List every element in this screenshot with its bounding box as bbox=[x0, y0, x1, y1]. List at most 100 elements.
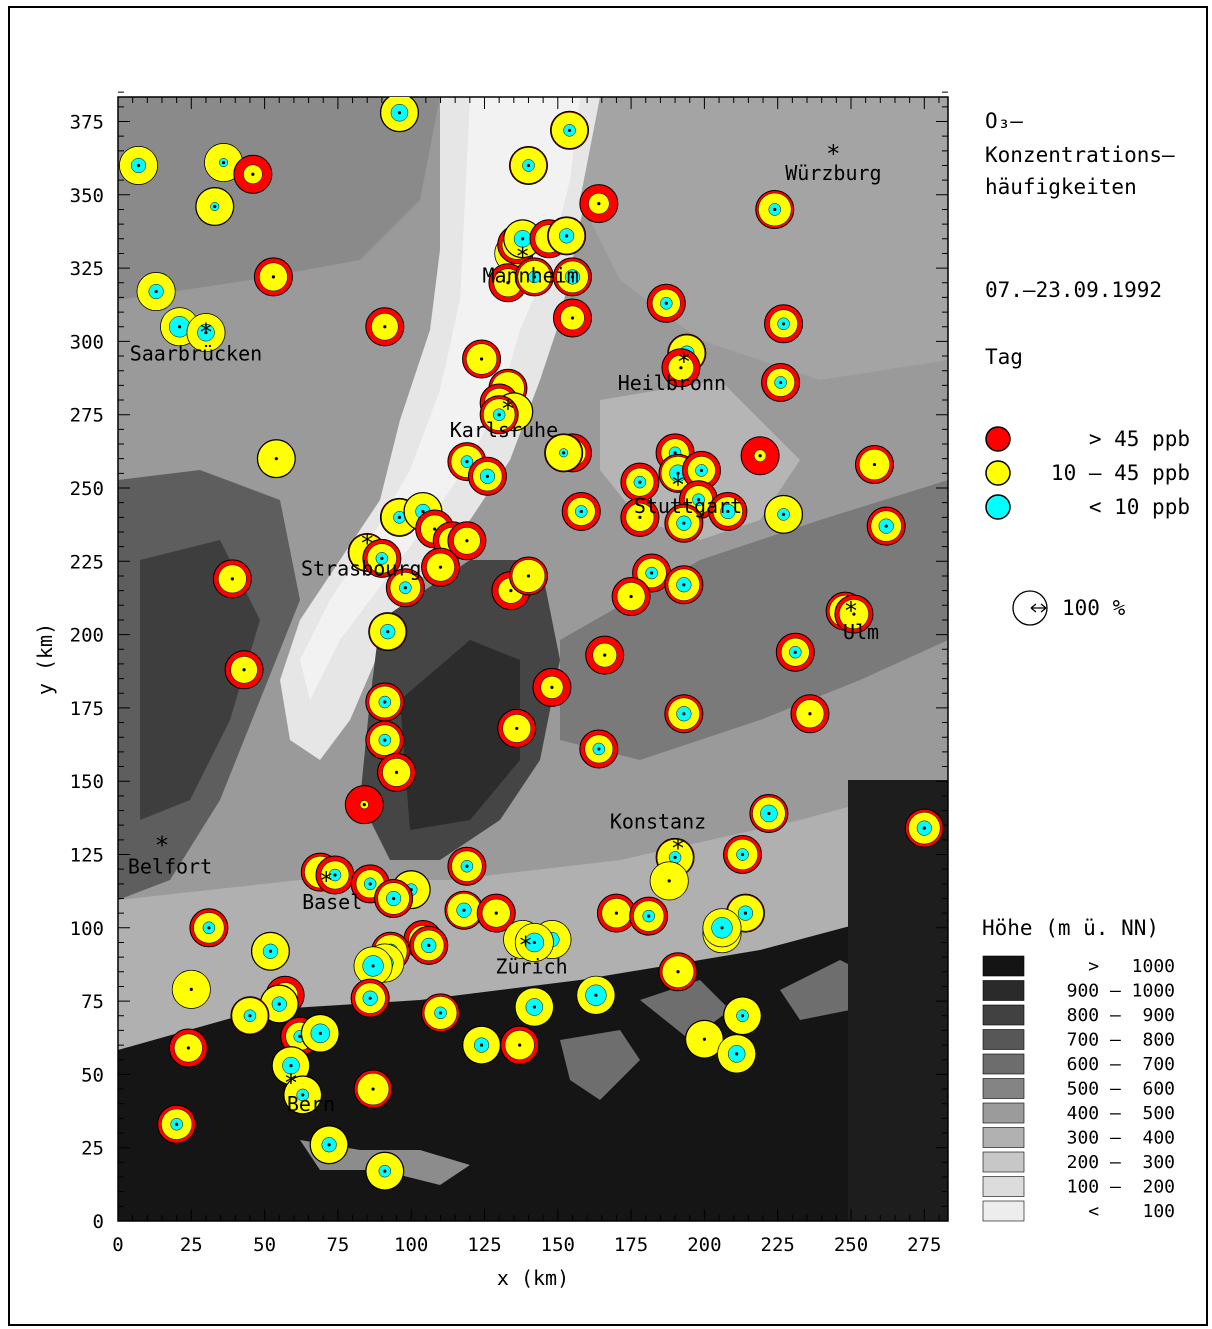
station-dot bbox=[629, 594, 633, 599]
station-dot bbox=[884, 524, 888, 528]
height-legend: > 1000 900 – 1000 800 – 900 700 – 800 600 – … bbox=[982, 955, 1175, 1222]
station-dot bbox=[740, 1014, 745, 1018]
station-marker bbox=[755, 189, 795, 229]
station-marker bbox=[508, 145, 548, 185]
height-class-label: 600 – 700 bbox=[1067, 1054, 1175, 1075]
station-marker bbox=[186, 313, 226, 353]
height-class-label: 200 – 300 bbox=[1067, 1152, 1175, 1173]
city-label: Basel bbox=[302, 890, 362, 914]
y-tick-label: 50 bbox=[81, 1064, 104, 1086]
station-dot bbox=[177, 325, 182, 329]
station-dot bbox=[175, 1122, 179, 1126]
station-dot bbox=[207, 926, 211, 930]
station-marker bbox=[764, 304, 804, 344]
height-class-label: 300 – 400 bbox=[1067, 1128, 1175, 1149]
station-dot bbox=[268, 949, 273, 953]
city-label: Bern bbox=[287, 1092, 335, 1116]
station-marker bbox=[365, 1151, 405, 1191]
height-class-label: 700 – 800 bbox=[1067, 1030, 1175, 1051]
station-marker bbox=[500, 1025, 540, 1065]
x-tick-label: 125 bbox=[467, 1234, 501, 1256]
axis-ticks bbox=[117, 91, 948, 1222]
height-class-label: 100 – 200 bbox=[1067, 1177, 1175, 1198]
station-marker bbox=[514, 987, 554, 1027]
station-marker bbox=[702, 908, 742, 948]
y-axis-label: y (km) bbox=[33, 623, 57, 695]
city-asterisk-icon: * bbox=[518, 931, 532, 959]
station-marker bbox=[904, 808, 944, 848]
station-dot bbox=[597, 201, 601, 206]
y-tick-label: 300 bbox=[70, 331, 104, 353]
city-marker: *Würzburg bbox=[785, 140, 881, 185]
city-asterisk-icon: * bbox=[319, 867, 333, 895]
station-marker bbox=[368, 612, 408, 652]
city-asterisk-icon: * bbox=[844, 597, 858, 625]
station-marker bbox=[204, 143, 244, 183]
station-marker bbox=[514, 257, 554, 297]
station-dot bbox=[521, 237, 525, 241]
station-marker bbox=[344, 785, 384, 825]
station-marker bbox=[620, 497, 660, 537]
height-class-swatch bbox=[982, 955, 1025, 977]
station-dot bbox=[781, 512, 786, 516]
station-dot bbox=[204, 331, 208, 335]
height-class-swatch bbox=[982, 1200, 1025, 1222]
station-marker bbox=[649, 861, 689, 901]
station-dot bbox=[743, 911, 748, 915]
station-marker bbox=[664, 565, 704, 605]
map-legend: O₃– Konzentrations– häufigkeiten 07.–23.… bbox=[982, 109, 1190, 1222]
city-label: Zürich bbox=[495, 954, 567, 978]
y-tick-label: 0 bbox=[93, 1211, 104, 1233]
station-dot bbox=[579, 509, 583, 514]
x-tick-label: 150 bbox=[541, 1234, 575, 1256]
station-marker bbox=[315, 855, 355, 895]
station-marker bbox=[497, 708, 537, 748]
y-tick-label: 100 bbox=[70, 918, 104, 940]
station-dot bbox=[465, 539, 469, 543]
daytime-label: Tag bbox=[985, 345, 1023, 369]
station-marker bbox=[362, 538, 402, 578]
station-marker bbox=[775, 632, 815, 672]
station-dot bbox=[318, 1031, 322, 1035]
station-marker bbox=[421, 547, 461, 587]
station-marker bbox=[230, 996, 270, 1036]
station-marker bbox=[365, 682, 405, 722]
city-marker: *Basel bbox=[302, 867, 362, 914]
city-marker: *Zürich bbox=[495, 931, 567, 978]
station-dot bbox=[682, 521, 686, 525]
station-dot bbox=[427, 943, 431, 947]
station-dot bbox=[570, 316, 575, 320]
y-tick-label: 275 bbox=[70, 405, 104, 427]
station-marker bbox=[854, 445, 894, 485]
station-marker bbox=[409, 925, 449, 965]
city-label: Strasbourg bbox=[301, 557, 421, 581]
station-marker bbox=[708, 491, 748, 531]
station-marker bbox=[576, 975, 616, 1015]
station-marker bbox=[579, 729, 619, 769]
station-marker bbox=[377, 752, 417, 792]
station-marker bbox=[309, 1125, 349, 1165]
station-dot bbox=[189, 987, 193, 991]
station-marker bbox=[447, 521, 487, 561]
station-marker bbox=[350, 978, 390, 1018]
station-dot bbox=[922, 826, 926, 830]
legend-cyan-swatch bbox=[985, 494, 1011, 520]
title-line-3: häufigkeiten bbox=[985, 175, 1137, 199]
y-tick-label: 325 bbox=[70, 258, 104, 280]
station-marker bbox=[532, 667, 572, 707]
station-dot bbox=[438, 1011, 443, 1015]
city-label: Ulm bbox=[843, 620, 879, 644]
station-dot bbox=[298, 1034, 302, 1038]
city-marker: *Saarbrücken bbox=[130, 319, 262, 366]
scale-circle-icon bbox=[1012, 590, 1048, 626]
station-dot bbox=[251, 172, 255, 176]
station-dot bbox=[213, 204, 217, 209]
height-legend-title: Höhe (m ü. NN) bbox=[982, 916, 1159, 940]
station-dot bbox=[682, 583, 686, 587]
city-marker: *Bern bbox=[284, 1069, 335, 1116]
station-marker bbox=[596, 893, 636, 933]
station-marker bbox=[467, 456, 507, 496]
station-dot bbox=[726, 509, 730, 514]
height-class-swatch bbox=[982, 1029, 1025, 1050]
station-dot bbox=[735, 1052, 739, 1056]
